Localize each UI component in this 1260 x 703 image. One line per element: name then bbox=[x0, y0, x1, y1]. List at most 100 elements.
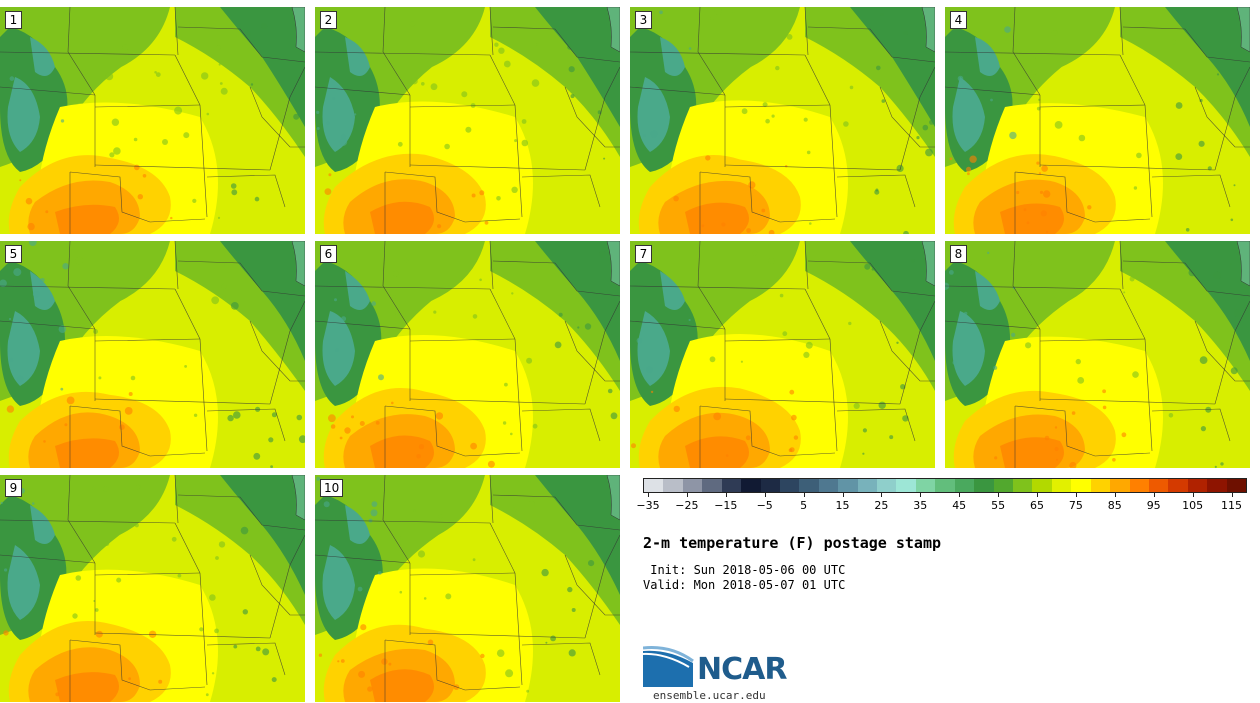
colorbar-swatch bbox=[1032, 479, 1052, 492]
temperature-map bbox=[0, 241, 305, 468]
colorbar-swatch bbox=[760, 479, 780, 492]
colorbar-swatch bbox=[644, 479, 664, 492]
colorbar-tick-mark bbox=[686, 493, 688, 497]
colorbar-swatch bbox=[857, 479, 878, 492]
colorbar-swatch bbox=[1110, 479, 1130, 492]
member-label: 1 bbox=[5, 11, 22, 29]
plot-title: 2-m temperature (F) postage stamp bbox=[643, 534, 942, 552]
colorbar-swatch bbox=[1090, 479, 1111, 492]
colorbar-swatch bbox=[799, 479, 819, 492]
valid-time: Valid: Mon 2018-05-07 01 UTC bbox=[643, 578, 846, 592]
colorbar-tick-label: −5 bbox=[756, 499, 773, 512]
colorbar-swatch bbox=[1226, 479, 1247, 492]
temperature-map bbox=[630, 7, 935, 234]
temperature-map bbox=[630, 241, 935, 468]
member-label: 3 bbox=[635, 11, 652, 29]
member-label: 8 bbox=[950, 245, 967, 263]
colorbar-tick-mark bbox=[842, 493, 844, 497]
temperature-map bbox=[315, 241, 620, 468]
colorbar-swatch bbox=[1129, 479, 1149, 492]
member-label: 4 bbox=[950, 11, 967, 29]
colorbar-tick-label: 105 bbox=[1182, 499, 1204, 512]
temperature-map bbox=[0, 7, 305, 234]
panel-member-5: 5 bbox=[0, 241, 305, 468]
temperature-map bbox=[315, 475, 620, 702]
colorbar-swatch bbox=[721, 479, 742, 492]
colorbar-tick-label: 35 bbox=[913, 499, 928, 512]
colorbar-tick-label: 75 bbox=[1068, 499, 1083, 512]
colorbar-tick-label: −35 bbox=[636, 499, 660, 512]
colorbar-tick-label: 85 bbox=[1107, 499, 1122, 512]
temperature-map bbox=[945, 7, 1250, 234]
colorbar-tick-label: 25 bbox=[874, 499, 889, 512]
colorbar-swatch bbox=[1013, 479, 1033, 492]
colorbar-tick-label: 55 bbox=[991, 499, 1006, 512]
colorbar-tick-mark bbox=[803, 493, 805, 497]
colorbar-tick-label: −25 bbox=[675, 499, 699, 512]
colorbar-swatch bbox=[1148, 479, 1169, 492]
colorbar-tick-label: 45 bbox=[952, 499, 967, 512]
colorbar-tick-mark bbox=[1231, 493, 1233, 497]
panel-member-4: 4 bbox=[945, 7, 1250, 234]
panel-member-8: 8 bbox=[945, 241, 1250, 468]
colorbar-swatch bbox=[1071, 479, 1091, 492]
colorbar-swatch bbox=[993, 479, 1014, 492]
colorbar-tick-label: 5 bbox=[800, 499, 808, 512]
panel-member-10: 10 bbox=[315, 475, 620, 702]
colorbar-swatch bbox=[896, 479, 916, 492]
colorbar-swatch bbox=[702, 479, 722, 492]
colorbar-swatch bbox=[838, 479, 858, 492]
colorbar-tick-mark bbox=[764, 493, 766, 497]
colorbar-swatch bbox=[1168, 479, 1188, 492]
colorbar-swatch bbox=[1207, 479, 1227, 492]
colorbar-tick-label: −15 bbox=[714, 499, 738, 512]
member-label: 2 bbox=[320, 11, 337, 29]
temperature-map bbox=[0, 475, 305, 702]
colorbar-swatch bbox=[935, 479, 955, 492]
panel-member-7: 7 bbox=[630, 241, 935, 468]
colorbar-tick-mark bbox=[725, 493, 727, 497]
member-label: 9 bbox=[5, 479, 22, 497]
colorbar-tick-mark bbox=[648, 493, 649, 497]
panel-member-3: 3 bbox=[630, 7, 935, 234]
temperature-map bbox=[945, 241, 1250, 468]
colorbar-tick-mark bbox=[881, 493, 883, 497]
colorbar-swatch bbox=[682, 479, 703, 492]
colorbar-tick-mark bbox=[1192, 493, 1194, 497]
colorbar-tick-label: 15 bbox=[835, 499, 850, 512]
panel-member-6: 6 bbox=[315, 241, 620, 468]
logo-text: NCAR bbox=[697, 652, 787, 687]
panel-member-1: 1 bbox=[0, 7, 305, 234]
colorbar-tick-mark bbox=[920, 493, 922, 497]
colorbar-swatch bbox=[877, 479, 897, 492]
colorbar-tick-mark bbox=[1153, 493, 1155, 497]
colorbar-swatch bbox=[663, 479, 683, 492]
colorbar-swatch bbox=[954, 479, 975, 492]
member-label: 6 bbox=[320, 245, 337, 263]
colorbar-tick-mark bbox=[1114, 493, 1116, 497]
temperature-map bbox=[315, 7, 620, 234]
ncar-logo-icon bbox=[643, 646, 694, 687]
colorbar-tick-mark bbox=[1037, 493, 1038, 497]
colorbar-tick-label: 115 bbox=[1221, 499, 1242, 512]
colorbar-swatch bbox=[1051, 479, 1072, 492]
colorbar-tick-mark bbox=[1075, 493, 1077, 497]
member-label: 10 bbox=[320, 479, 344, 497]
colorbar-tick-mark bbox=[998, 493, 1000, 497]
colorbar-tick-label: 65 bbox=[1030, 499, 1044, 512]
member-label: 7 bbox=[635, 245, 652, 263]
colorbar-tick-label: 95 bbox=[1146, 499, 1161, 512]
colorbar bbox=[643, 478, 1247, 493]
time-info: Init: Sun 2018-05-06 00 UTC Valid: Mon 2… bbox=[643, 563, 845, 593]
colorbar-swatch bbox=[779, 479, 800, 492]
site-url: ensemble.ucar.edu bbox=[653, 689, 766, 702]
member-label: 5 bbox=[5, 245, 22, 263]
colorbar-swatch bbox=[974, 479, 994, 492]
colorbar-swatch bbox=[915, 479, 936, 492]
colorbar-tick-mark bbox=[959, 493, 961, 497]
init-time: Init: Sun 2018-05-06 00 UTC bbox=[643, 563, 846, 577]
panel-member-9: 9 bbox=[0, 475, 305, 702]
panel-member-2: 2 bbox=[315, 7, 620, 234]
colorbar-swatch bbox=[1187, 479, 1208, 492]
colorbar-swatch bbox=[818, 479, 839, 492]
